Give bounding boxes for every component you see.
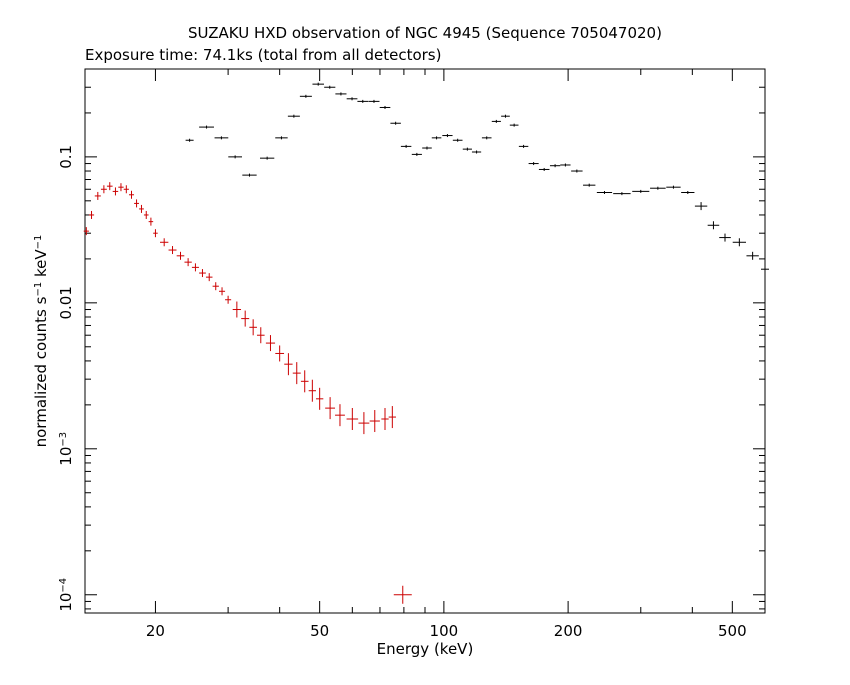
y-tick-label: 0.1 [57,145,75,169]
y-tick-label: 0.01 [57,286,75,319]
x-tick-label: 20 [146,622,165,640]
series-1 [83,182,412,604]
series-layer [83,82,769,604]
series-0 [185,82,769,274]
x-tick-label: 500 [718,622,747,640]
y-axis-label: normalized counts s−1 keV−1 [32,235,50,448]
x-tick-label: 200 [554,622,583,640]
x-axis-ticks: 20 50 100 200 500 [146,69,766,640]
chart-title: SUZAKU HXD observation of NGC 4945 (Sequ… [188,24,662,42]
x-axis-label: Energy (keV) [377,640,474,658]
x-tick-label: 100 [430,622,459,640]
y-tick-label: 10−4 [57,578,75,612]
x-tick-label: 50 [310,622,329,640]
y-axis-ticks: 0.1 0.01 10−3 10−4 [57,68,765,612]
y-tick-label: 10−3 [57,432,75,466]
chart-subtitle: Exposure time: 74.1ks (total from all de… [85,46,441,64]
plot-frame [84,68,766,614]
